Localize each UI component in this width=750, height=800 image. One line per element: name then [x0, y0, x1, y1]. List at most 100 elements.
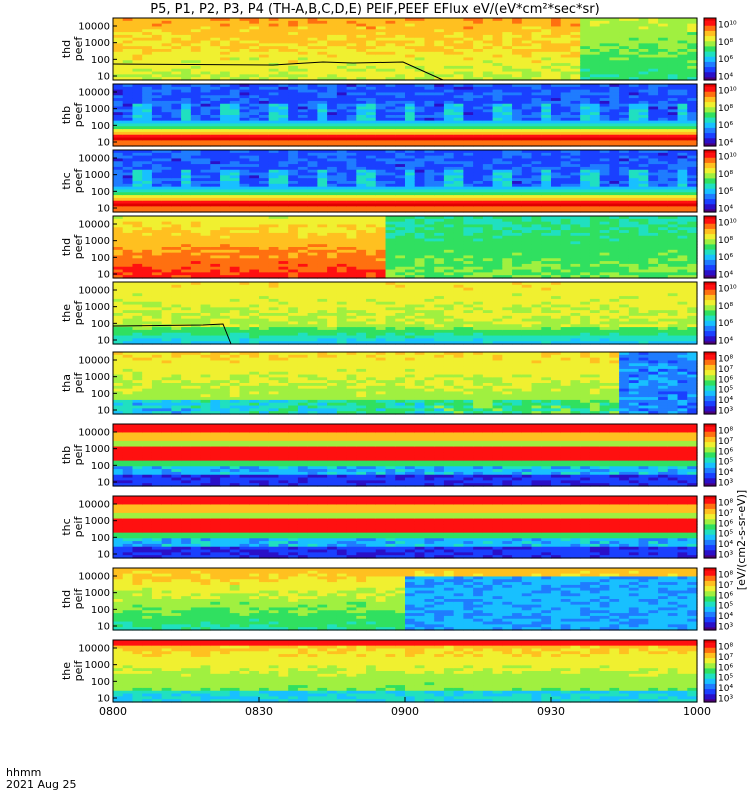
heatmap-cell — [259, 106, 270, 110]
heatmap-cell — [502, 23, 513, 28]
heatmap-cell — [443, 200, 455, 205]
heatmap-cell — [249, 195, 260, 199]
heatmap-cell — [249, 60, 260, 64]
heatmap-cell — [210, 23, 221, 28]
heatmap-cell — [667, 71, 679, 75]
heatmap-cell — [443, 34, 455, 39]
colorbar-segment — [704, 25, 716, 29]
heatmap-cell — [502, 206, 513, 210]
heatmap-cell — [346, 200, 357, 205]
heatmap-cell — [327, 164, 338, 168]
heatmap-cell — [512, 126, 523, 130]
heatmap-cell — [249, 155, 260, 160]
panel-ylabel: thc — [60, 172, 73, 189]
heatmap-cell — [589, 209, 601, 213]
heatmap-cell — [648, 192, 659, 196]
heatmap-cell — [132, 255, 143, 259]
heatmap-cell — [521, 129, 533, 133]
heatmap-cell — [482, 74, 494, 78]
heatmap-cell — [132, 71, 143, 75]
heatmap-cell — [638, 51, 649, 56]
heatmap-cell — [551, 143, 562, 147]
heatmap-cell — [181, 224, 192, 228]
heatmap-cell — [521, 117, 533, 122]
heatmap-cell — [628, 150, 640, 154]
heatmap-cell — [297, 249, 309, 254]
heatmap-cell — [229, 29, 241, 33]
heatmap-cell — [531, 140, 542, 144]
heatmap-cell — [385, 49, 396, 53]
heatmap-cell — [580, 71, 591, 75]
heatmap-cell — [580, 169, 591, 174]
heatmap-cell — [249, 100, 260, 105]
heatmap-cell — [385, 247, 396, 251]
heatmap-cell — [512, 40, 523, 44]
heatmap-cell — [259, 275, 270, 279]
heatmap-cell — [151, 109, 163, 113]
heatmap-cell — [161, 23, 172, 28]
heatmap-cell — [434, 60, 445, 64]
heatmap-cell — [502, 178, 513, 182]
heatmap-cell — [346, 241, 357, 245]
heatmap-cell — [278, 98, 289, 102]
heatmap-cell — [327, 129, 338, 133]
heatmap-cell — [288, 115, 299, 119]
heatmap-cell — [677, 183, 688, 188]
heatmap-cell — [667, 29, 679, 33]
heatmap-cell — [482, 26, 494, 30]
heatmap-cell — [414, 32, 426, 36]
heatmap-cell — [609, 192, 620, 196]
heatmap-cell — [268, 65, 280, 70]
heatmap-cell — [434, 103, 445, 108]
heatmap-cell — [570, 84, 581, 88]
heatmap-cell — [190, 46, 202, 50]
heatmap-cell — [677, 86, 688, 91]
heatmap-cell — [327, 266, 338, 271]
heatmap-cell — [687, 103, 698, 108]
heatmap-cell — [259, 49, 270, 53]
heatmap-cell — [667, 49, 679, 53]
heatmap-cell — [297, 23, 309, 28]
heatmap-cell — [677, 23, 688, 28]
heatmap-cell — [327, 100, 338, 105]
heatmap-cell — [259, 186, 270, 191]
heatmap-cell — [395, 117, 406, 122]
heatmap-cell — [181, 65, 192, 70]
heatmap-cell — [278, 269, 289, 273]
heatmap-cell — [434, 98, 445, 102]
heatmap-cell — [220, 218, 231, 223]
heatmap-cell — [113, 129, 124, 133]
heatmap-cell — [385, 235, 396, 240]
heatmap-cell — [648, 137, 659, 141]
heatmap-cell — [628, 51, 640, 56]
heatmap-cell — [239, 175, 250, 179]
heatmap-cell — [268, 158, 280, 162]
heatmap-cell — [619, 200, 630, 205]
heatmap-cell — [151, 54, 163, 59]
heatmap-cell — [171, 261, 182, 265]
heatmap-cell — [259, 189, 270, 193]
heatmap-cell — [171, 164, 182, 168]
heatmap-cell — [220, 37, 231, 42]
heatmap-cell — [151, 218, 163, 223]
heatmap-cell — [589, 131, 601, 136]
heatmap-cell — [181, 51, 192, 56]
heatmap-cell — [317, 150, 328, 154]
heatmap-cell — [336, 74, 348, 78]
heatmap-cell — [161, 241, 172, 245]
heatmap-cell — [570, 197, 581, 202]
heatmap-cell — [492, 18, 503, 22]
colorbar-segment — [704, 157, 716, 161]
y-tick-label: 100 — [91, 55, 110, 66]
heatmap-cell — [142, 109, 153, 113]
heatmap-cell — [492, 46, 503, 50]
heatmap-cell — [288, 252, 299, 257]
heatmap-cell — [375, 98, 387, 102]
heatmap-cell — [190, 129, 202, 133]
heatmap-cell — [181, 37, 192, 42]
heatmap-cell — [297, 74, 309, 78]
heatmap-cell — [541, 23, 552, 28]
heatmap-cell — [210, 68, 221, 73]
heatmap-cell — [589, 74, 601, 78]
heatmap-cell — [512, 172, 523, 176]
